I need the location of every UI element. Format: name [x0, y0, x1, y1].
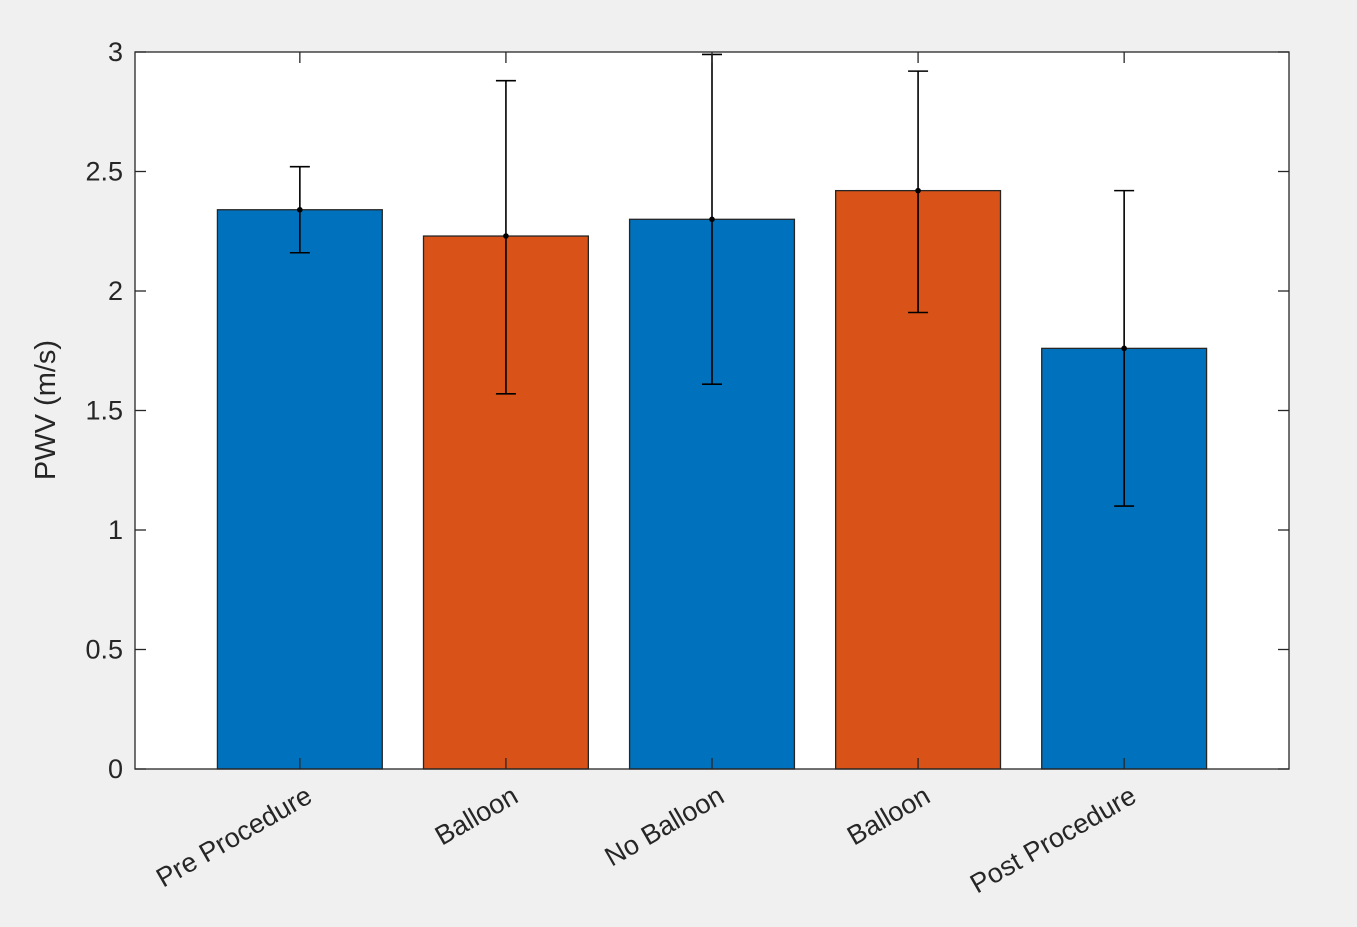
y-tick-label: 2 [108, 276, 123, 306]
x-tick-labels: Pre Procedure Balloon No Balloon Balloon Pos… [151, 780, 1141, 899]
bars-layer [216, 189, 1208, 770]
errorbars-layer [289, 53, 1135, 507]
x-tick-label: Post Procedure [965, 780, 1141, 899]
y-tick-label: 1 [108, 515, 123, 545]
ticks-layer [135, 51, 1289, 770]
y-tick-label: 2.5 [85, 157, 123, 187]
error-bar-1 [289, 165, 310, 254]
error-bar-5 [1114, 189, 1135, 507]
y-tick-label: 0 [108, 754, 123, 784]
mean-marker-4 [915, 187, 921, 194]
x-tick-label: No Balloon [600, 780, 729, 872]
y-tick-label: 3 [108, 37, 123, 67]
mean-marker-1 [297, 206, 303, 213]
y-axis-title: PWV (m/s) [30, 340, 62, 480]
x-tick-label: Balloon [842, 780, 935, 851]
mean-marker-2 [503, 233, 509, 239]
mean-marker-5 [1121, 345, 1127, 352]
x-tick-label: Pre Procedure [151, 780, 317, 893]
x-tick-label: Balloon [430, 780, 523, 851]
error-bar-4 [908, 70, 929, 314]
mean-marker-3 [709, 216, 715, 223]
bar-1 [216, 209, 383, 770]
y-tick-label: 1.5 [85, 396, 123, 426]
y-tick-labels: 0 0.5 1 1.5 2 2.5 3 [85, 37, 123, 784]
error-bar-2 [495, 79, 516, 395]
y-tick-label: 0.5 [85, 635, 123, 665]
